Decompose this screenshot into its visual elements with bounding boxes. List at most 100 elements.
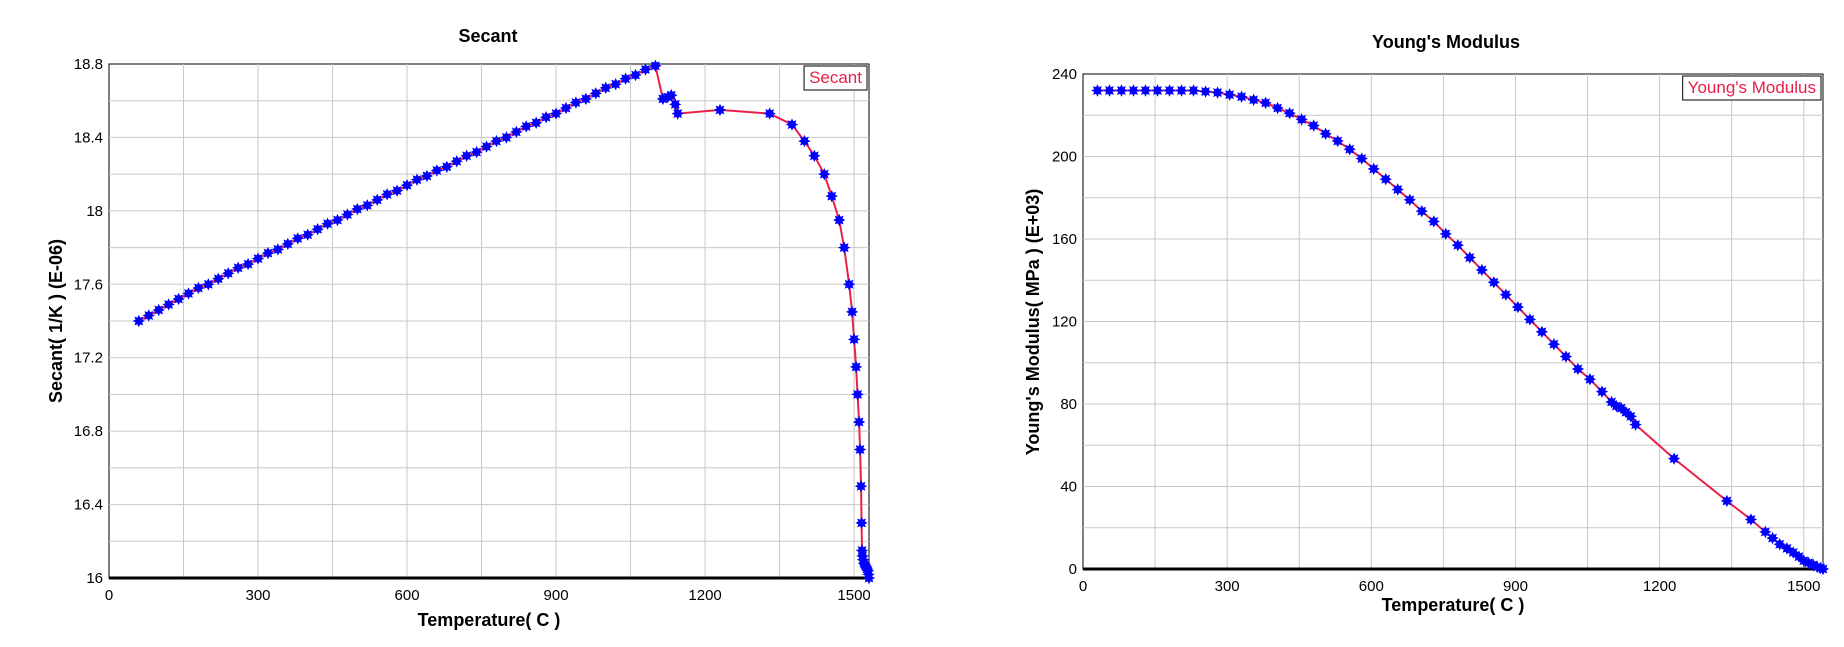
- secant-grid: [109, 64, 869, 580]
- secant-legend-box: [803, 65, 868, 91]
- secant-data-point: [569, 96, 583, 109]
- secant-data-point: [222, 267, 235, 280]
- secant-data-point: [380, 188, 394, 201]
- secant-data-point: [798, 134, 811, 148]
- youngs-modulus-data-point: [1773, 538, 1786, 551]
- youngs-modulus-y-tick-label: 0: [1069, 561, 1077, 578]
- secant-data-point: [351, 202, 364, 216]
- secant-legend: Secant: [803, 65, 868, 91]
- youngs-modulus-data-point: [1766, 531, 1779, 545]
- secant-data-point: [152, 303, 165, 317]
- secant-y-tick-label: 16.8: [74, 423, 103, 440]
- secant-data-point: [371, 193, 384, 207]
- secant-data-point: [559, 101, 573, 115]
- secant-data-point: [589, 87, 602, 100]
- youngs-modulus-chart: Young's Modulus 0 300 600 900 1200 1500 0 40 80…: [1023, 32, 1830, 615]
- secant-data-point: [510, 125, 523, 139]
- youngs-modulus-x-tick-label: 900: [1503, 578, 1528, 595]
- secant-data-point: [291, 232, 304, 245]
- youngs-modulus-data-point: [1259, 96, 1272, 110]
- secant-x-tick-label: 300: [246, 587, 271, 604]
- secant-data-point: [132, 314, 145, 328]
- youngs-modulus-data-point: [1391, 183, 1404, 196]
- youngs-modulus-data-point: [1535, 325, 1549, 339]
- secant-data-point: [241, 257, 255, 271]
- secant-data-point: [341, 208, 354, 221]
- secant-data-point: [231, 261, 245, 274]
- secant-data-point: [321, 217, 334, 230]
- youngs-modulus-data-point: [1427, 215, 1440, 228]
- secant-y-tick-label: 16: [86, 570, 103, 587]
- youngs-modulus-data-point: [1223, 88, 1236, 101]
- secant-data-point: [713, 103, 727, 117]
- youngs-modulus-y-tick-label: 80: [1060, 396, 1077, 413]
- secant-data-point: [665, 89, 678, 102]
- youngs-modulus-legend: Young's Modulus: [1682, 75, 1822, 101]
- secant-data-point: [852, 415, 866, 429]
- secant-x-tick-label: 0: [105, 587, 113, 604]
- secant-data-point: [470, 145, 483, 159]
- youngs-modulus-x-tick-label: 1200: [1643, 578, 1676, 595]
- secant-data-point: [490, 134, 503, 148]
- secant-data-point: [390, 184, 404, 197]
- youngs-modulus-data-point: [1624, 410, 1637, 423]
- secant-data-point: [172, 292, 185, 306]
- secant-data-point: [539, 111, 553, 124]
- youngs-modulus-y-tick-label: 120: [1052, 314, 1077, 331]
- secant-data-point: [808, 149, 821, 162]
- youngs-modulus-data-point: [1355, 152, 1368, 165]
- youngs-modulus-data-point: [1343, 143, 1356, 156]
- secant-data-point: [818, 167, 831, 181]
- secant-x-tick-label: 1500: [837, 587, 870, 604]
- youngs-modulus-data-point: [1547, 337, 1561, 351]
- secant-data-point: [763, 107, 776, 120]
- secant-x-tick-label: 600: [395, 587, 420, 604]
- youngs-modulus-data-point: [1439, 227, 1452, 241]
- youngs-modulus-legend-box: [1682, 75, 1822, 101]
- secant-data-point: [785, 118, 799, 131]
- secant-data-point: [579, 92, 593, 106]
- secant-y-tick-label: 16.4: [74, 497, 103, 514]
- youngs-modulus-data-point: [1511, 300, 1525, 314]
- youngs-modulus-data-point: [1629, 418, 1642, 431]
- secant-data-point: [142, 309, 155, 322]
- secant-data-point: [833, 213, 846, 227]
- youngs-modulus-x-axis-label: Temperature( C ): [1382, 595, 1525, 615]
- youngs-modulus-x-tick-label: 600: [1359, 578, 1384, 595]
- youngs-modulus-data-point: [1331, 134, 1344, 148]
- youngs-modulus-data-point: [1816, 562, 1830, 576]
- secant-data-point: [529, 116, 543, 129]
- youngs-modulus-data-point: [1211, 86, 1224, 99]
- secant-data-point: [182, 287, 195, 300]
- secant-data-point: [281, 237, 295, 251]
- secant-data-point: [162, 298, 175, 311]
- youngs-modulus-data-point: [1559, 350, 1573, 363]
- youngs-modulus-data-point: [1187, 84, 1200, 97]
- secant-data-point: [361, 199, 374, 212]
- youngs-modulus-x-tick-label: 0: [1079, 578, 1087, 595]
- youngs-modulus-y-tick-label: 240: [1052, 66, 1077, 83]
- youngs-modulus-chart-title: Young's Modulus: [1372, 32, 1520, 52]
- secant-x-tick-label: 900: [544, 587, 569, 604]
- secant-data-point: [847, 333, 861, 346]
- youngs-modulus-data-point: [1367, 162, 1380, 176]
- youngs-modulus-y-tick-label: 40: [1060, 479, 1077, 496]
- secant-data-point: [639, 63, 652, 76]
- youngs-modulus-data-point: [1163, 84, 1176, 97]
- secant-data-point: [500, 131, 513, 144]
- youngs-modulus-data-point: [1403, 193, 1416, 207]
- secant-y-tick-label: 18.8: [74, 56, 103, 73]
- youngs-modulus-x-ticks: 0 300 600 900 1200 1500: [1079, 578, 1821, 595]
- secant-data-point: [842, 278, 856, 291]
- secant-data-point: [599, 81, 612, 95]
- youngs-modulus-data-point: [1744, 513, 1758, 526]
- secant-series: [132, 59, 876, 585]
- secant-data-point: [430, 164, 444, 177]
- secant-data-point: [480, 140, 493, 153]
- youngs-modulus-data-point: [1379, 172, 1392, 186]
- youngs-modulus-y-tick-label: 200: [1052, 149, 1077, 166]
- secant-data-point: [440, 160, 453, 173]
- secant-data-point: [671, 107, 684, 120]
- secant-y-tick-label: 18.4: [74, 129, 103, 146]
